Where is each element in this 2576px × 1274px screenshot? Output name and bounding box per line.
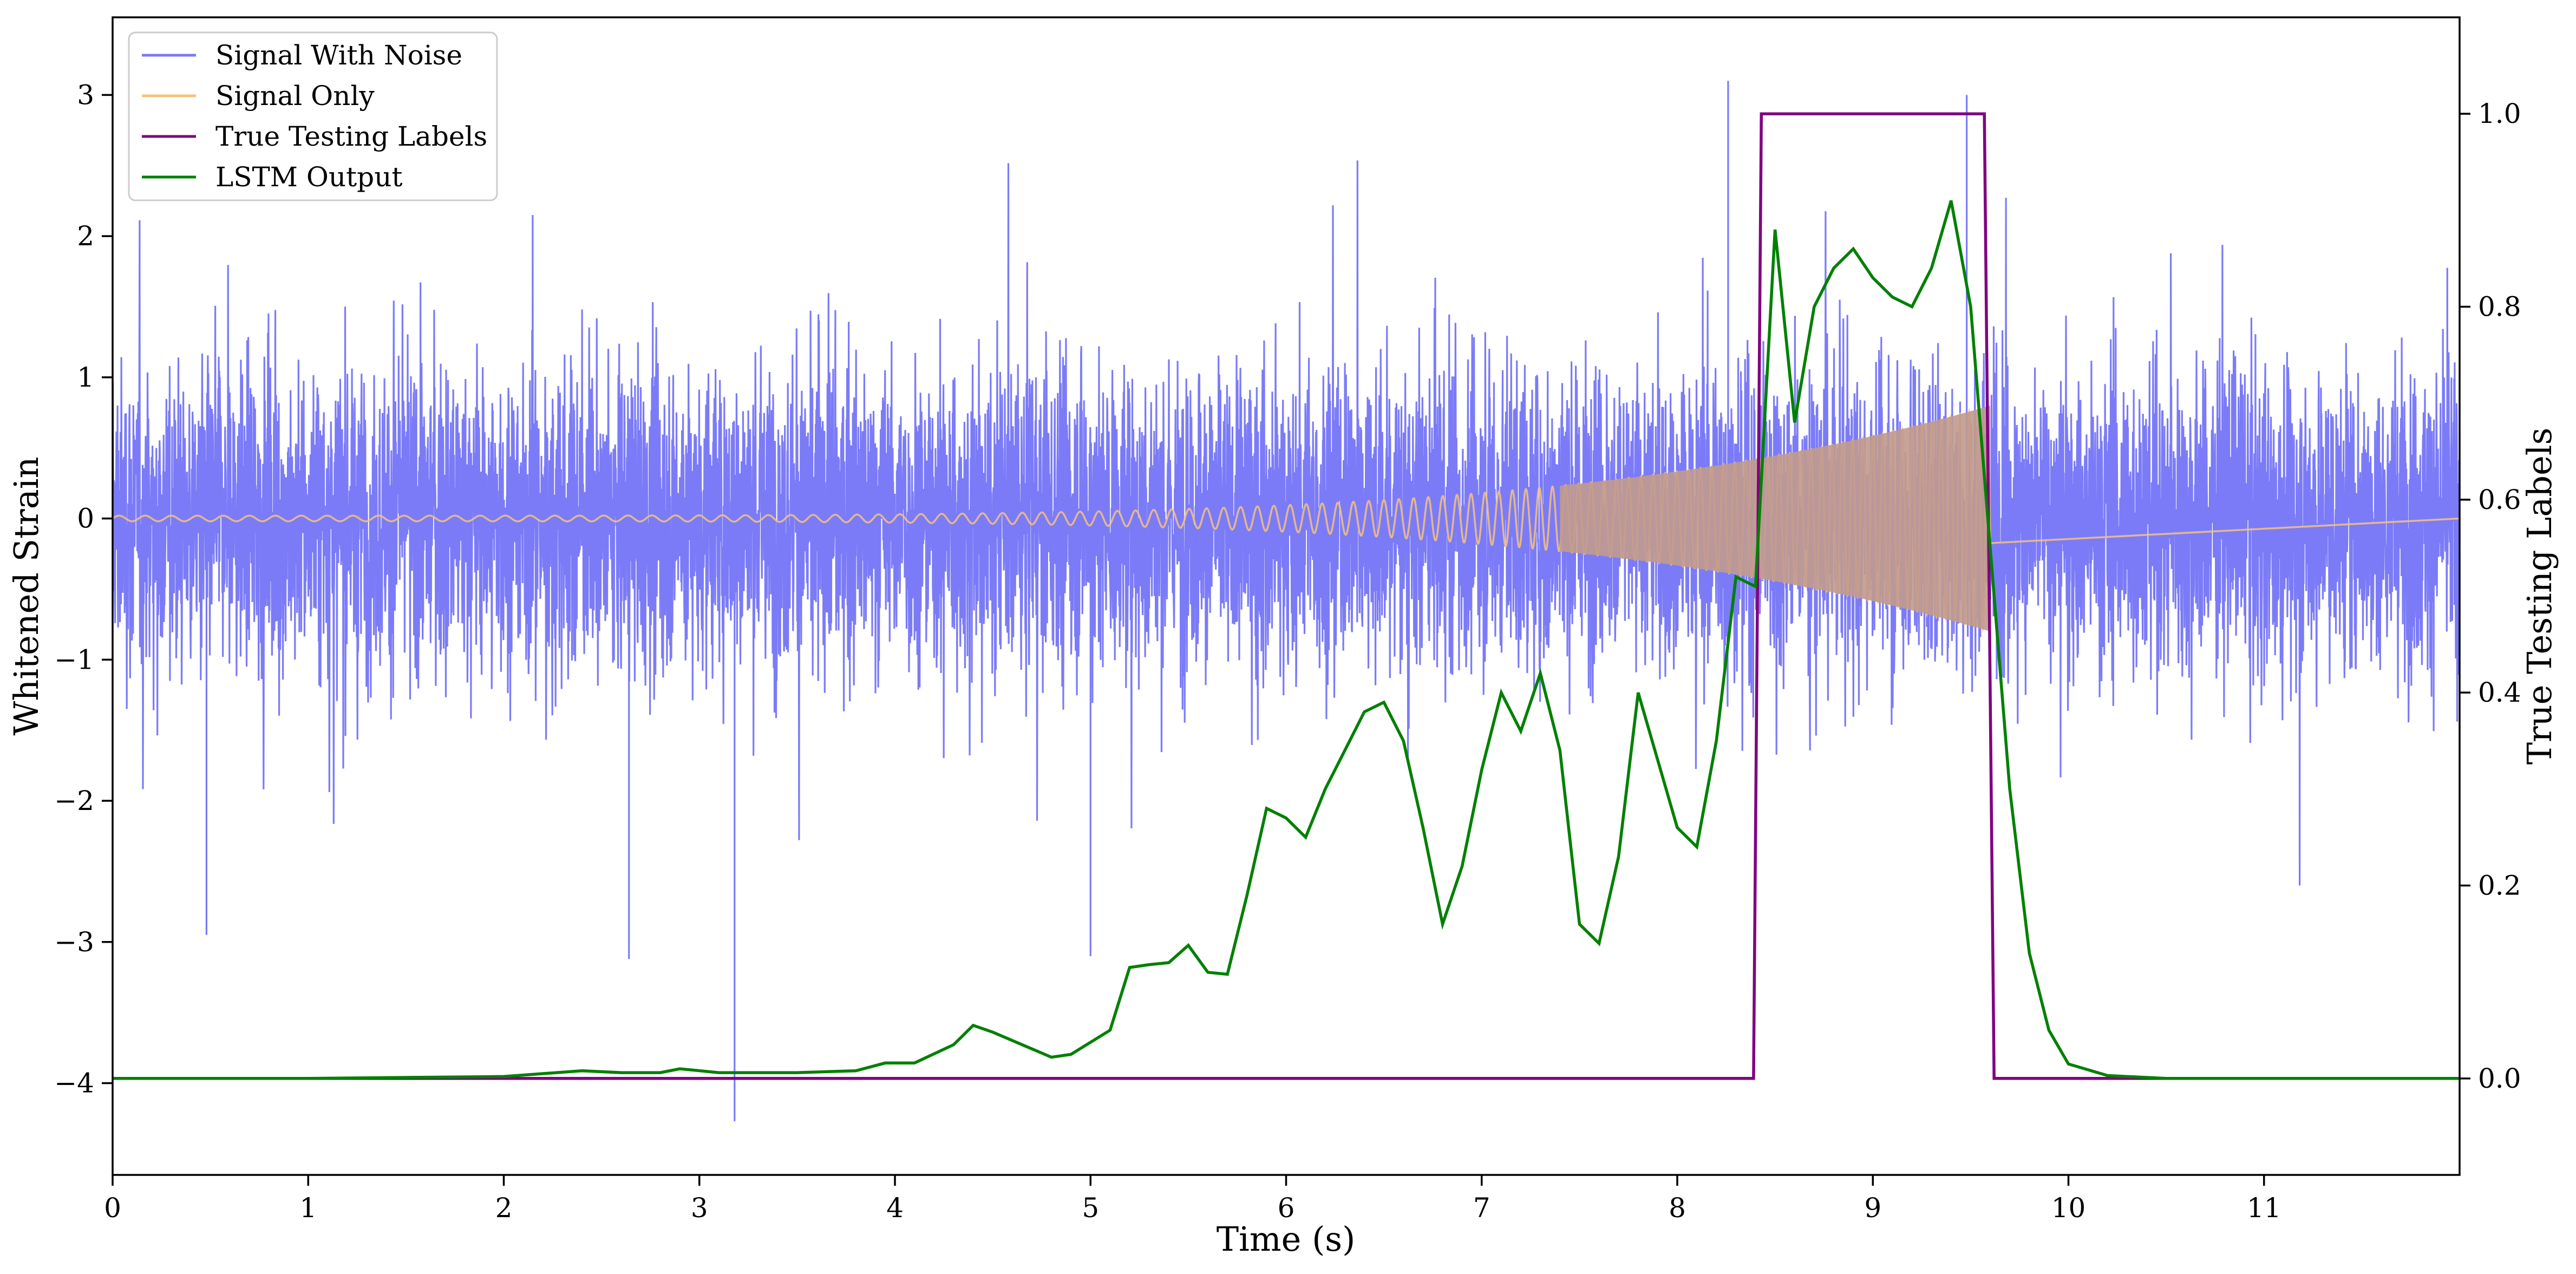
legend-label-signal-with-noise: Signal With Noise	[215, 40, 462, 71]
x-tick-label-9: 9	[1864, 1192, 1881, 1224]
x-tick-label-10: 10	[2051, 1192, 2086, 1224]
legend-label-lstm-output: LSTM Output	[215, 161, 402, 193]
legend-box	[128, 31, 498, 201]
y-tick-label-left-4: 0	[77, 503, 94, 534]
x-tick-label-5: 5	[1082, 1192, 1099, 1224]
y-tick-label-left-1: −3	[54, 926, 94, 958]
x-tick-label-8: 8	[1669, 1192, 1686, 1224]
y-axis-label-right: True Testing Labels	[2520, 428, 2559, 765]
y-tick-label-right-5: 1.0	[2478, 98, 2521, 129]
x-tick-label-7: 7	[1473, 1192, 1490, 1224]
y-tick-label-right-0: 0.0	[2478, 1063, 2521, 1094]
x-tick-label-4: 4	[886, 1192, 904, 1224]
x-tick-label-2: 2	[495, 1192, 513, 1224]
y-tick-label-right-4: 0.8	[2478, 291, 2521, 323]
y-tick-label-left-2: −2	[54, 785, 94, 816]
x-tick-label-3: 3	[691, 1192, 708, 1224]
x-tick-label-11: 11	[2247, 1192, 2281, 1224]
legend-label-true-testing-labels: True Testing Labels	[215, 121, 487, 152]
y-tick-label-right-3: 0.6	[2478, 484, 2521, 515]
y-tick-label-right-1: 0.2	[2478, 870, 2521, 901]
x-tick-label-6: 6	[1278, 1192, 1295, 1224]
y-tick-label-left-3: −1	[54, 644, 94, 675]
signal-only-envelope	[1560, 406, 1990, 632]
y-tick-label-left-6: 2	[77, 220, 94, 252]
legend: Signal With Noise Signal Only True Testi…	[128, 31, 498, 201]
x-axis-label: Time (s)	[1217, 1219, 1356, 1259]
tick-layer: 0 1 2 3 4 5 6 7 8 9 10 11 −4 −3 −2 −1 0 1 2 3 0.0 0.2 0.4 0.6 0.…	[54, 79, 2521, 1224]
legend-label-signal-only: Signal Only	[215, 80, 375, 112]
y-tick-label-left-5: 1	[77, 362, 94, 393]
y-tick-label-right-2: 0.4	[2478, 677, 2521, 708]
x-tick-label-1: 1	[299, 1192, 317, 1224]
series-lstm-output	[113, 200, 2460, 1080]
series-true-testing-labels	[113, 112, 2460, 1080]
y-tick-label-left-0: −4	[54, 1068, 94, 1099]
y-tick-label-left-7: 3	[77, 79, 94, 110]
y-axis-label-left: Whitened Strain	[6, 457, 46, 736]
x-tick-label-0: 0	[104, 1192, 121, 1224]
plot-area	[113, 81, 2460, 1121]
series-signal-with-noise	[113, 160, 2460, 886]
